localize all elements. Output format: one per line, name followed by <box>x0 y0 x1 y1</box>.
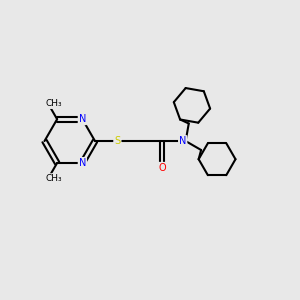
Text: N: N <box>79 158 86 168</box>
Text: N: N <box>79 114 86 124</box>
Text: N: N <box>179 136 186 146</box>
Text: S: S <box>114 136 120 146</box>
Text: O: O <box>158 163 166 173</box>
Text: CH₃: CH₃ <box>46 99 63 108</box>
Text: CH₃: CH₃ <box>46 174 63 183</box>
